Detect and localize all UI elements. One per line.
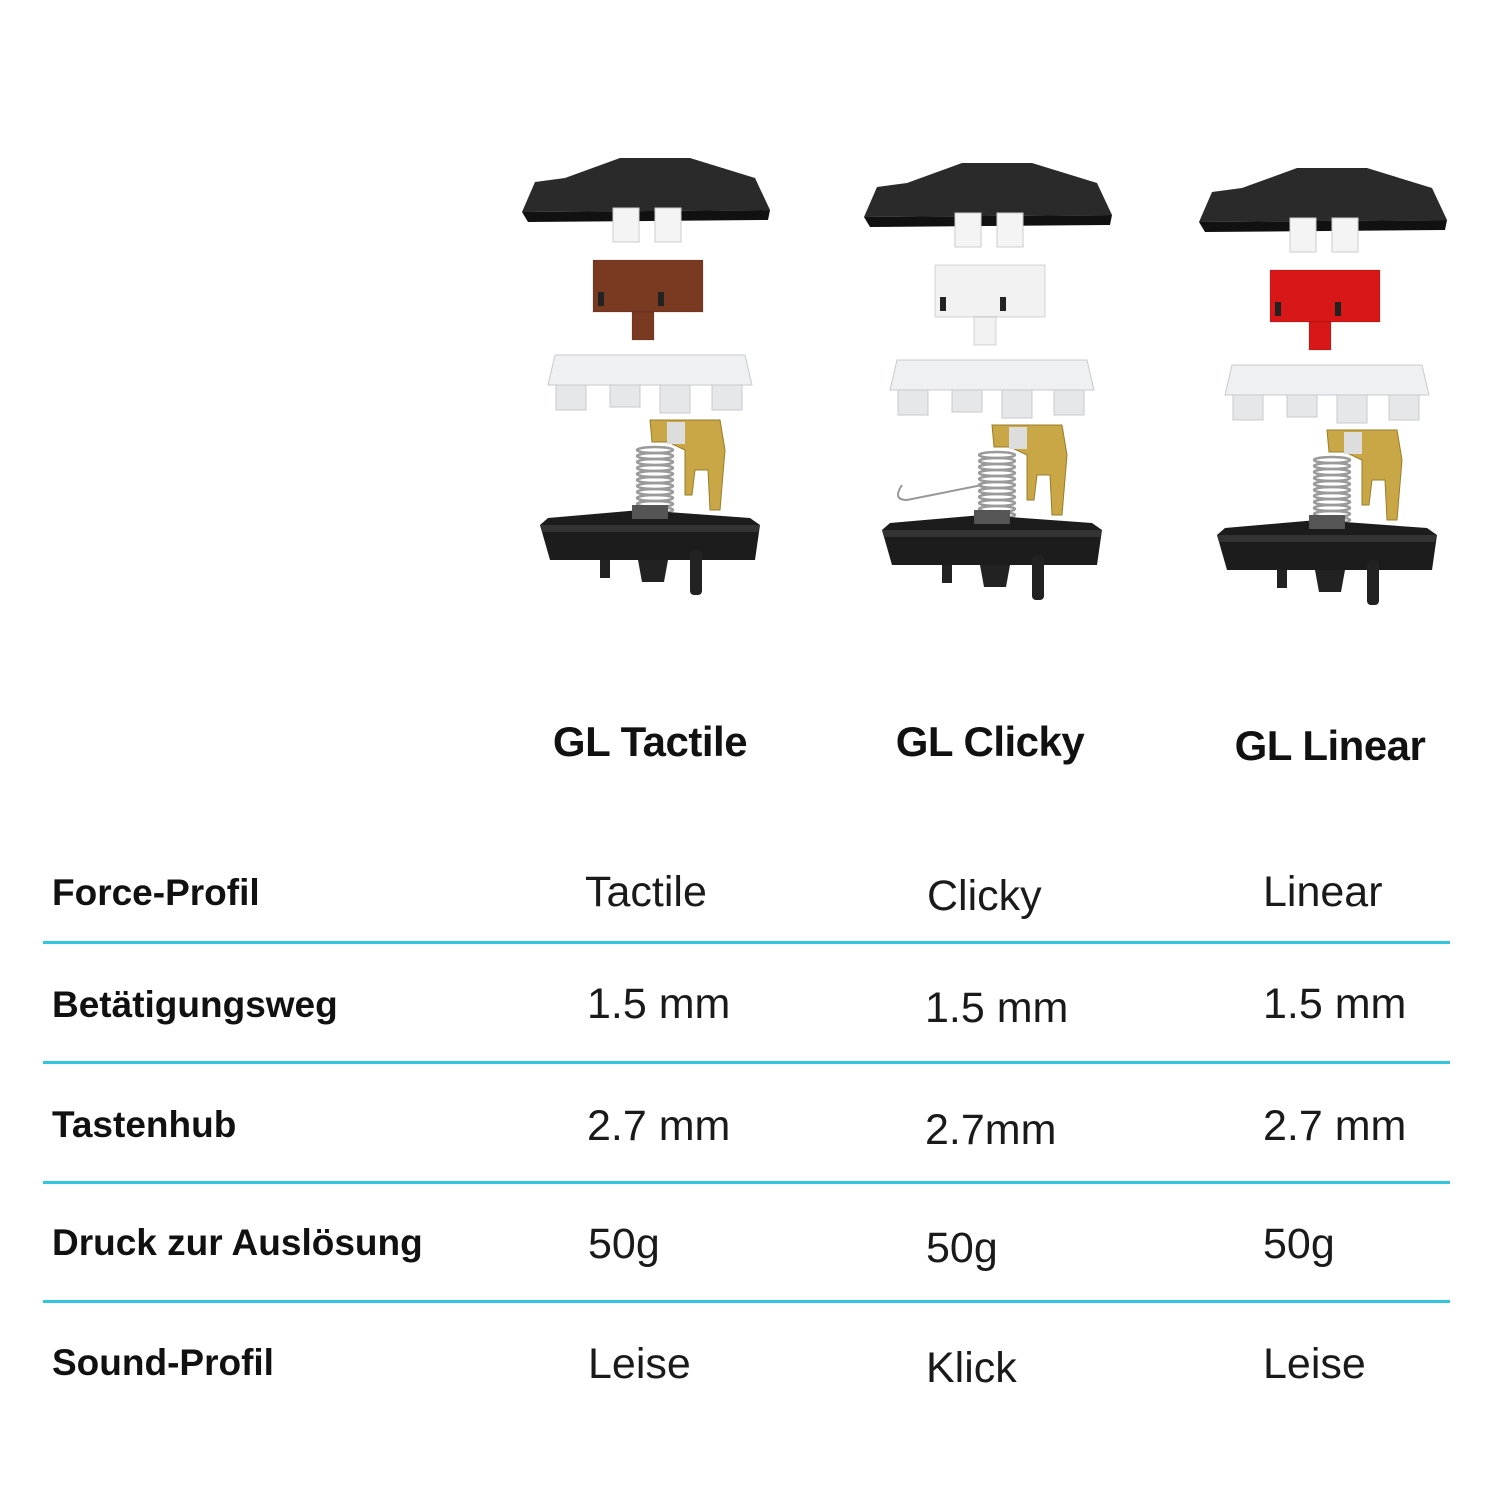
stem	[934, 264, 1046, 346]
row-label: Druck zur Auslösung	[52, 1222, 423, 1263]
cell-value: 2.7 mm	[1263, 1102, 1407, 1150]
switch-illustration-linear	[1197, 160, 1457, 620]
gold-contact	[1326, 429, 1403, 521]
cell-value: Tactile	[585, 868, 707, 916]
column-title-linear: GL Linear	[1234, 722, 1426, 769]
cell-value: 1.5 mm	[925, 984, 1069, 1032]
keycap	[522, 158, 770, 243]
column-title-clicky: GL Clicky	[895, 718, 1085, 765]
row-divider	[43, 1061, 1450, 1064]
cell-value: 1.5 mm	[587, 980, 731, 1028]
cell-value: 50g	[1263, 1220, 1335, 1268]
base-housing	[540, 505, 760, 595]
base-housing	[882, 510, 1102, 600]
keycap	[1199, 168, 1447, 253]
row-divider	[43, 1300, 1450, 1303]
cell-value: 1.5 mm	[1263, 980, 1407, 1028]
stem	[1269, 269, 1381, 351]
stem	[592, 259, 704, 341]
cell-value: 50g	[588, 1220, 660, 1268]
row-label: Sound-Profil	[52, 1342, 274, 1383]
cell-value: Klick	[926, 1344, 1017, 1392]
row-divider	[43, 941, 1450, 944]
clear-housing	[547, 354, 753, 414]
cell-value: Linear	[1263, 868, 1383, 916]
click-wire	[897, 484, 983, 502]
cell-value: Leise	[588, 1340, 691, 1388]
column-title-tactile: GL Tactile	[552, 718, 748, 765]
cell-value: 2.7mm	[925, 1106, 1057, 1154]
switch-illustration-clicky	[862, 155, 1122, 615]
cell-value: Leise	[1263, 1340, 1366, 1388]
base-housing	[1217, 515, 1437, 605]
cell-value: 50g	[926, 1224, 998, 1272]
clear-housing	[1224, 364, 1430, 424]
cell-value: Clicky	[927, 872, 1042, 920]
cell-value: 2.7 mm	[587, 1102, 731, 1150]
gold-contact	[649, 419, 726, 511]
row-label: Force-Profil	[52, 872, 260, 913]
switch-illustration-tactile	[520, 150, 780, 610]
clear-housing	[889, 359, 1095, 419]
row-label: Tastenhub	[52, 1104, 237, 1145]
row-label: Betätigungsweg	[52, 984, 338, 1025]
keycap	[864, 163, 1112, 248]
row-divider	[43, 1181, 1450, 1184]
gold-contact	[991, 424, 1068, 516]
